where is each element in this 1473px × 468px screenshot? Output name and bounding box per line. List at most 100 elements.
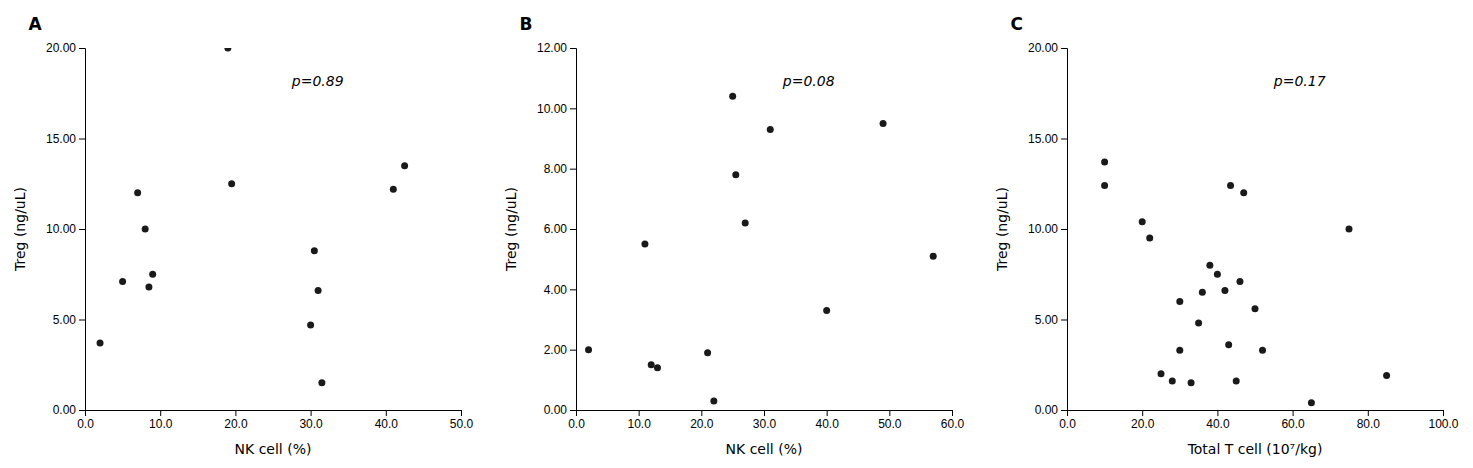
tick: 10.0 xyxy=(149,410,173,431)
tick-mark xyxy=(570,108,576,109)
tick-mark xyxy=(764,410,765,416)
tick-label: 10.00 xyxy=(537,102,567,116)
tick-label: 40.0 xyxy=(815,417,839,431)
point xyxy=(1188,379,1195,386)
tick: 40.0 xyxy=(375,410,399,431)
x-axis: 0.010.020.030.040.050.0 xyxy=(77,410,473,431)
point xyxy=(1101,182,1108,189)
point xyxy=(704,349,711,356)
tick: 5.00 xyxy=(53,313,85,327)
tick-label: 40.0 xyxy=(1206,417,1230,431)
tick-label: 15.00 xyxy=(46,132,76,146)
tick-label: 8.00 xyxy=(544,162,568,176)
panel: 0.010.020.030.040.050.060.00.002.004.006… xyxy=(503,14,965,457)
plot-area: 0.010.020.030.040.050.00.005.0010.0015.0… xyxy=(12,41,474,457)
tick-mark xyxy=(386,410,387,416)
tick-mark xyxy=(1061,48,1067,49)
tick-mark xyxy=(889,410,890,416)
tick: 0.0 xyxy=(1059,410,1076,431)
tick-label: 40.0 xyxy=(375,417,399,431)
point xyxy=(1214,271,1221,278)
tick: 20.0 xyxy=(1131,410,1155,431)
tick: 20.00 xyxy=(46,41,85,55)
point xyxy=(145,283,152,290)
tick: 0.00 xyxy=(1035,403,1067,417)
point xyxy=(585,346,592,353)
axis-line xyxy=(79,49,86,411)
tick-label: 6.00 xyxy=(544,222,568,236)
point xyxy=(224,48,231,52)
x-axis-title: Total T cell (10⁷/kg) xyxy=(1187,441,1323,457)
tick-mark xyxy=(79,48,85,49)
tick: 20.00 xyxy=(1028,41,1067,55)
points xyxy=(1101,159,1390,407)
point xyxy=(315,287,322,294)
tick-label: 30.0 xyxy=(753,417,777,431)
tick-mark xyxy=(1142,410,1143,416)
tick-mark xyxy=(570,229,576,230)
panel-label: B xyxy=(520,14,533,34)
tick-mark xyxy=(952,410,953,416)
tick: 50.0 xyxy=(878,410,902,431)
tick-label: 10.0 xyxy=(149,417,173,431)
tick: 4.00 xyxy=(544,283,576,297)
tick: 100.0 xyxy=(1428,410,1458,431)
tick: 10.00 xyxy=(1028,222,1067,236)
tick: 10.0 xyxy=(627,410,651,431)
point xyxy=(1206,262,1213,269)
tick-mark xyxy=(1061,229,1067,230)
tick: 12.00 xyxy=(537,41,576,55)
tick: 40.0 xyxy=(1206,410,1230,431)
tick: 60.0 xyxy=(941,410,965,431)
tick-label: 50.0 xyxy=(878,417,902,431)
plot-area: 0.020.040.060.080.0100.00.005.0010.0015.… xyxy=(994,41,1459,457)
tick-label: 20.0 xyxy=(224,417,248,431)
point xyxy=(1259,347,1266,354)
tick-mark xyxy=(160,410,161,416)
tick-mark xyxy=(570,289,576,290)
y-axis: 0.005.0010.0015.0020.00 xyxy=(46,41,86,417)
tick-label: 20.00 xyxy=(46,41,76,55)
tick-label: 100.0 xyxy=(1428,417,1458,431)
axis-line xyxy=(570,49,577,411)
point xyxy=(654,364,661,371)
point xyxy=(1146,235,1153,242)
tick-mark xyxy=(570,169,576,170)
tick-label: 5.00 xyxy=(53,313,77,327)
tick-mark xyxy=(1061,320,1067,321)
point xyxy=(228,180,235,187)
x-axis: 0.020.040.060.080.0100.0 xyxy=(1059,410,1459,431)
tick-label: 10.00 xyxy=(46,222,76,236)
point xyxy=(1101,159,1108,166)
point xyxy=(1221,287,1228,294)
tick: 0.0 xyxy=(77,410,94,431)
tick-mark xyxy=(701,410,702,416)
tick-label: 0.0 xyxy=(77,417,94,431)
tick-label: 0.00 xyxy=(544,403,568,417)
tick-mark xyxy=(639,410,640,416)
x-axis-title: NK cell (%) xyxy=(726,441,803,457)
tick: 50.0 xyxy=(450,410,474,431)
point xyxy=(1383,372,1390,379)
y-axis-title: Treg (ng/uL) xyxy=(994,187,1010,272)
point xyxy=(648,361,655,368)
point xyxy=(390,186,397,193)
point xyxy=(823,307,830,314)
point xyxy=(134,189,141,196)
tick-mark xyxy=(79,320,85,321)
point xyxy=(641,241,648,248)
annotation: p=0.89 xyxy=(291,73,344,89)
tick-mark xyxy=(1061,139,1067,140)
figure: 0.0 10.0 20.0 30.0 40.0 50.0 0.00 5.00 10.00 15.0… xyxy=(0,0,1473,468)
panel: 0.020.040.060.080.0100.00.005.0010.0015.… xyxy=(994,14,1459,457)
tick: 15.00 xyxy=(1028,132,1067,146)
tick-mark xyxy=(311,410,312,416)
tick: 5.00 xyxy=(1035,313,1067,327)
point xyxy=(1240,189,1247,196)
y-axis: 0.00 5.00 10.00 15.00 20.00 xyxy=(1028,41,1068,417)
point xyxy=(710,397,717,404)
tick-label: 4.00 xyxy=(544,283,568,297)
panel: 0.010.020.030.040.050.00.005.0010.0015.0… xyxy=(12,14,474,457)
plot-area: 0.010.020.030.040.050.060.00.002.004.006… xyxy=(503,41,965,457)
tick-mark xyxy=(79,410,85,411)
